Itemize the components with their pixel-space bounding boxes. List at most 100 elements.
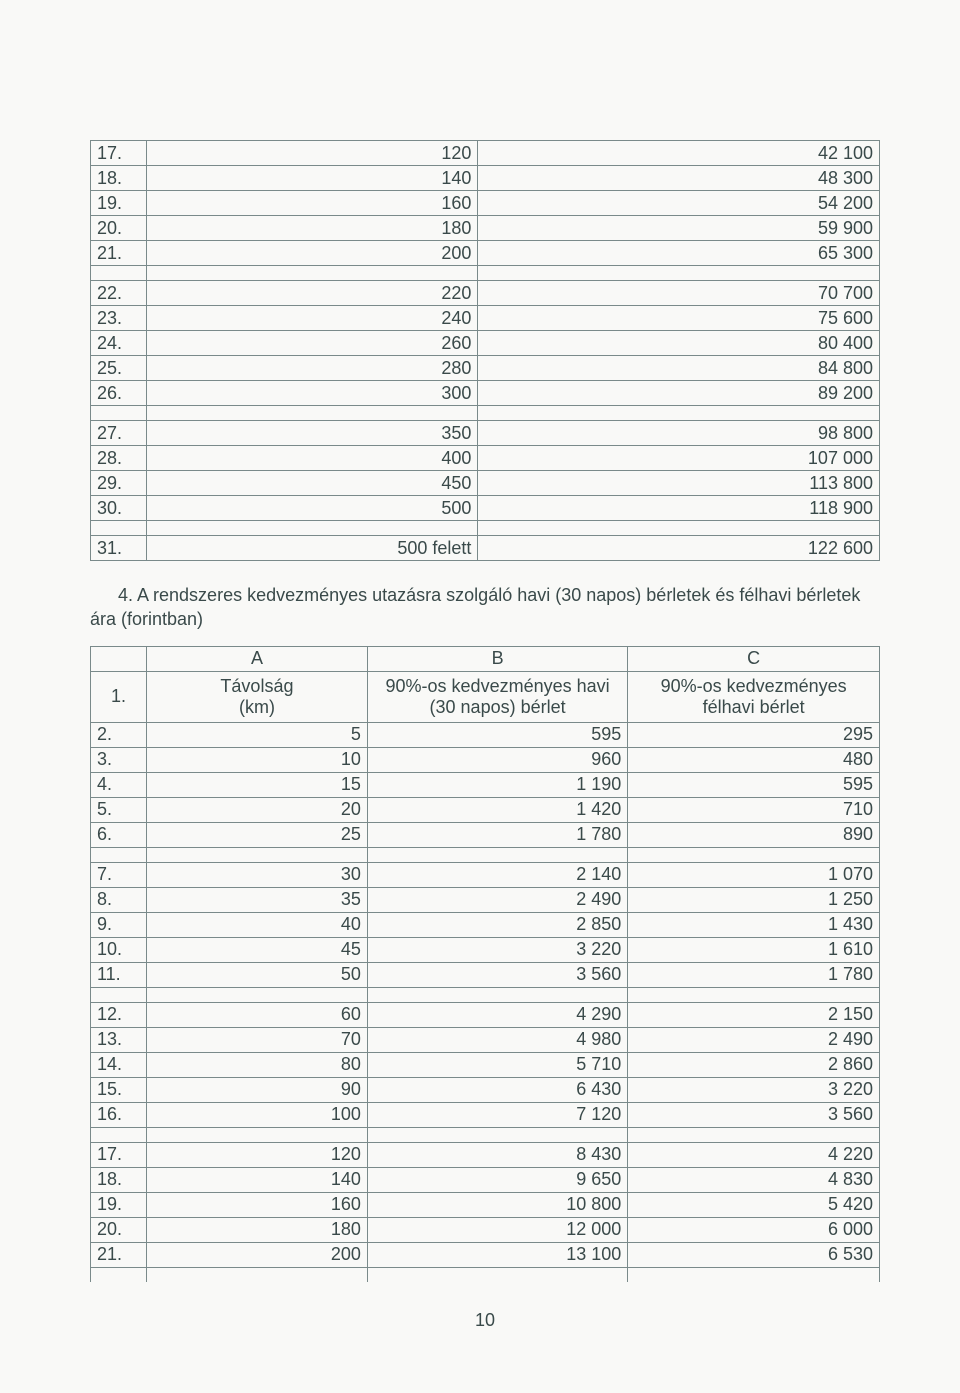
table-row: 7.302 1401 070 [91,862,880,887]
cell-col-c: 710 [628,797,880,822]
cell-col-b: 4 290 [367,1002,627,1027]
price-table-1: 17.12042 10018.14048 30019.16054 20020.1… [90,140,880,561]
table-row: 12.604 2902 150 [91,1002,880,1027]
cell-col-b: 59 900 [478,216,880,241]
table-row: 17.1208 4304 220 [91,1142,880,1167]
row-index: 15. [91,1077,147,1102]
table-row: 10.453 2201 610 [91,937,880,962]
table-row: 17.12042 100 [91,141,880,166]
cell-col-a: 180 [147,1217,368,1242]
cell-col-a: 25 [147,822,368,847]
row-index: 26. [91,381,147,406]
table-row: 24.26080 400 [91,331,880,356]
cell-col-b: 75 600 [478,306,880,331]
table-row: 29.450113 800 [91,471,880,496]
cell-col-c: 595 [628,772,880,797]
row-index: 8. [91,887,147,912]
cell-col-a: 200 [147,241,478,266]
cell-col-b: 80 400 [478,331,880,356]
cell-col-c: 3 560 [628,1102,880,1127]
cell-col-b: 48 300 [478,166,880,191]
row-index: 25. [91,356,147,381]
row-index: 14. [91,1052,147,1077]
spacer-row [91,266,880,281]
cell-col-b: 7 120 [367,1102,627,1127]
cell-col-b: 10 800 [367,1192,627,1217]
cell-col-b: 107 000 [478,446,880,471]
table-row: 20.18059 900 [91,216,880,241]
cell-col-b: 595 [367,722,627,747]
cell-col-a: 180 [147,216,478,241]
cell-col-c: 1 250 [628,887,880,912]
cell-col-c: 6 530 [628,1242,880,1267]
row-index: 9. [91,912,147,937]
row-index: 17. [91,1142,147,1167]
cell-col-a: 140 [147,166,478,191]
table-row: 19.16010 8005 420 [91,1192,880,1217]
table-row: 3.10960480 [91,747,880,772]
cell-col-b: 1 780 [367,822,627,847]
cell-col-a: 10 [147,747,368,772]
col-letter-A: A [147,646,368,671]
cell-col-b: 122 600 [478,536,880,561]
table-row: 27.35098 800 [91,421,880,446]
row-index: 12. [91,1002,147,1027]
spacer-row [91,847,880,862]
row-index: 3. [91,747,147,772]
cell-col-b: 5 710 [367,1052,627,1077]
cell-col-b: 118 900 [478,496,880,521]
table-row: 23.24075 600 [91,306,880,331]
table-row: 13.704 9802 490 [91,1027,880,1052]
cell-col-a: 120 [147,141,478,166]
cell-col-b: 9 650 [367,1167,627,1192]
row-index: 21. [91,241,147,266]
row-index: 10. [91,937,147,962]
table-row: 21.20065 300 [91,241,880,266]
cell-col-a: 220 [147,281,478,306]
cell-col-a: 350 [147,421,478,446]
cell-col-a: 260 [147,331,478,356]
row-index: 29. [91,471,147,496]
row-index: 6. [91,822,147,847]
row-index: 2. [91,722,147,747]
cell-col-b: 42 100 [478,141,880,166]
cell-col-c: 4 830 [628,1167,880,1192]
row-index: 28. [91,446,147,471]
table-row: 6.251 780890 [91,822,880,847]
table-row: 18.1409 6504 830 [91,1167,880,1192]
cell-col-a: 160 [147,1192,368,1217]
cell-col-c: 1 430 [628,912,880,937]
cell-col-a: 500 felett [147,536,478,561]
row-index: 27. [91,421,147,446]
cell-col-c: 295 [628,722,880,747]
row-index: 4. [91,772,147,797]
cell-col-b: 3 560 [367,962,627,987]
table-row: 30.500118 900 [91,496,880,521]
row-index: 19. [91,191,147,216]
cell-col-b: 2 850 [367,912,627,937]
table-row: 11.503 5601 780 [91,962,880,987]
cell-col-b: 960 [367,747,627,772]
cell-col-c: 4 220 [628,1142,880,1167]
cell-col-b: 54 200 [478,191,880,216]
row-index: 16. [91,1102,147,1127]
cell-col-a: 30 [147,862,368,887]
cell-col-a: 20 [147,797,368,822]
cell-col-c: 480 [628,747,880,772]
cell-col-b: 3 220 [367,937,627,962]
cell-col-b: 4 980 [367,1027,627,1052]
cell-col-c: 2 150 [628,1002,880,1027]
cell-col-a: 200 [147,1242,368,1267]
cell-col-a: 70 [147,1027,368,1052]
cell-col-a: 60 [147,1002,368,1027]
col-letter-C: C [628,646,880,671]
table-row: 5.201 420710 [91,797,880,822]
spacer-row [91,406,880,421]
cell-col-b: 1 190 [367,772,627,797]
cell-col-b: 98 800 [478,421,880,446]
cell-col-b: 84 800 [478,356,880,381]
table-row: 20.18012 0006 000 [91,1217,880,1242]
row-index: 7. [91,862,147,887]
cell-col-b: 1 420 [367,797,627,822]
table-row: 16.1007 1203 560 [91,1102,880,1127]
